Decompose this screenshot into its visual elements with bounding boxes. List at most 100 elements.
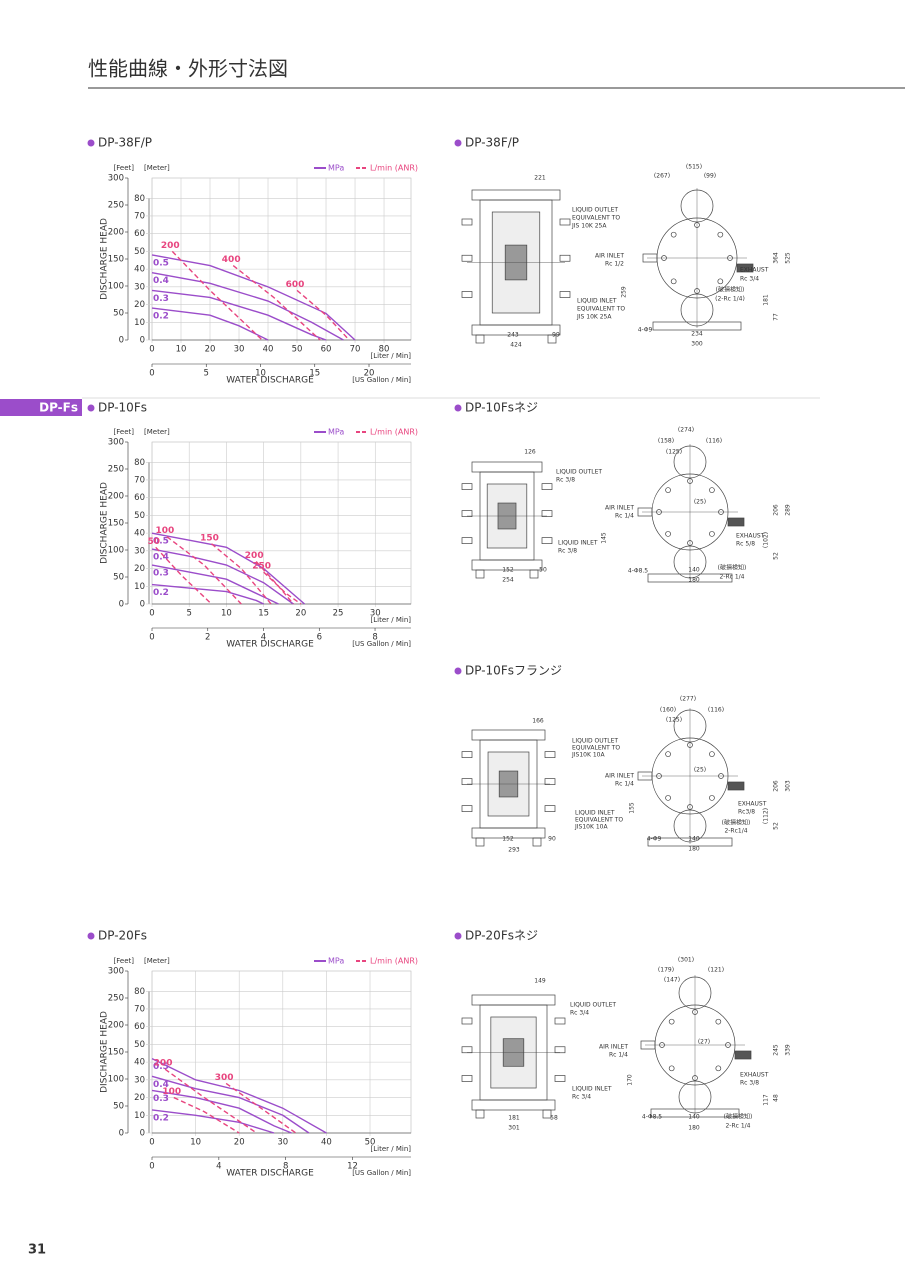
drawing-part (727, 781, 745, 791)
drawing-part (670, 278, 677, 285)
dimension-label: Rc 3/4 (570, 1010, 589, 1017)
dimension-label: Rc 3/4 (740, 276, 759, 283)
x-tick-label: 80 (379, 345, 390, 355)
plot-frame (151, 177, 412, 341)
dimension-label: (破損検知) (722, 819, 751, 827)
dimension-label: AIR INLET (605, 773, 634, 780)
curve (171, 250, 263, 341)
curve (151, 307, 269, 341)
dimension-label: 245 (773, 1044, 780, 1056)
dimension-label: LIQUID OUTLET (572, 738, 618, 745)
dimension-label: 77 (773, 313, 780, 321)
drawing-part (554, 1046, 566, 1054)
y-tick-label: 50 (113, 573, 124, 583)
curve-label: 100 (162, 1087, 181, 1097)
y-tick-label: 200 (108, 1021, 124, 1031)
curve-label: 0.2 (153, 312, 169, 322)
dimension-label: (121) (708, 967, 724, 974)
y-tick-label: 300 (108, 174, 124, 184)
y-tick-label: 50 (113, 309, 124, 319)
legend-label: L/min (ANR) (370, 428, 418, 437)
x2-unit: [US Gallon / Min] (352, 1169, 411, 1177)
dimension-label: AIR INLET (599, 1044, 628, 1051)
dimension-label: Rc 3/8 (558, 548, 577, 555)
curve (151, 1089, 292, 1134)
dimension-label: 149 (534, 978, 546, 985)
x-tick-label: 30 (234, 345, 245, 355)
curve (166, 536, 242, 605)
plot-frame (151, 970, 412, 1134)
drawing-part (668, 1065, 675, 1072)
y-axis-label: DISCHARGE HEAD (100, 1011, 110, 1093)
drawing-part (736, 263, 754, 273)
curve (151, 254, 356, 341)
dimension-label: 289 (785, 504, 792, 516)
drawing-part (461, 483, 473, 490)
dimension-label: 140 (688, 567, 700, 574)
drawing-part (665, 487, 671, 493)
dimension-label: (125) (666, 449, 682, 456)
drawing-part (715, 1018, 722, 1025)
y2-tick-label: 50 (134, 1040, 145, 1050)
y2-tick-label: 0 (140, 1129, 145, 1139)
y2-unit: [Meter] (144, 428, 170, 436)
drawing-part (471, 461, 543, 473)
drawing-part (461, 805, 473, 812)
x2-tick-label: 12 (347, 1162, 358, 1172)
section-title: DP-10Fsフランジ (465, 664, 562, 678)
y-tick-label: 250 (108, 465, 124, 475)
x-tick-label: 40 (321, 1138, 332, 1148)
x2-tick-label: 0 (149, 633, 154, 643)
dimension-label: Rc 3/8 (740, 1080, 759, 1087)
y-unit: [Feet] (114, 164, 135, 172)
x-tick-label: 50 (365, 1138, 376, 1148)
drawing-part (475, 334, 485, 344)
y2-tick-label: 0 (140, 600, 145, 610)
dimension-label: 180 (688, 846, 700, 853)
dimension-label: (破損検知) (718, 564, 747, 572)
dimension-label: 180 (688, 577, 700, 584)
dimension-label: 166 (532, 718, 544, 725)
curve-label: 0.2 (153, 588, 169, 598)
y2-tick-label: 10 (134, 1111, 145, 1121)
drawing-part (542, 1109, 552, 1119)
y-tick-label: 0 (119, 1129, 124, 1139)
x2-tick-label: 6 (317, 633, 322, 643)
dimension-label: EXHAUST (740, 1072, 769, 1079)
y-tick-label: 150 (108, 519, 124, 529)
dimension-label: (116) (708, 707, 724, 714)
dimension-label: 301 (508, 1125, 520, 1132)
curve-label: 0.4 (153, 276, 169, 286)
curve-label: 400 (222, 255, 241, 265)
y2-tick-label: 40 (134, 265, 145, 275)
drawing-part (461, 778, 473, 785)
dimension-label: EQUIVALENT TO (577, 306, 625, 313)
x-tick-label: 40 (263, 345, 274, 355)
dimension-label: Rc 1/2 (605, 261, 624, 268)
y2-tick-label: 80 (134, 194, 145, 204)
drawing-part (668, 1018, 675, 1025)
page-title: 性能曲線・外形寸法図 (88, 57, 288, 81)
x2-tick-label: 20 (364, 369, 375, 379)
dimension-label: 300 (691, 341, 703, 348)
dimension-label: 339 (785, 1044, 792, 1056)
section-title: DP-38F/P (98, 136, 152, 150)
dimension-label: 140 (688, 1114, 700, 1121)
dimension-label: 155 (629, 802, 636, 814)
plot-frame (151, 441, 412, 605)
y2-tick-label: 30 (134, 282, 145, 292)
section-title: DP-38F/P (465, 136, 519, 150)
curve-label: 0.4 (153, 553, 169, 563)
drawing-part (461, 510, 473, 517)
dimension-label: LIQUID OUTLET (572, 207, 618, 214)
dimension-label: LIQUID INLET (577, 298, 617, 305)
drawing-part (471, 994, 556, 1006)
legend-label: MPa (328, 164, 344, 173)
curve-label: 0.5 (153, 1062, 169, 1072)
dimension-label: LIQUID INLET (575, 810, 615, 817)
drawing-part (541, 510, 553, 517)
x2-tick-label: 0 (149, 369, 154, 379)
drawing-part (559, 218, 571, 226)
dimension-label: (112) (763, 808, 770, 824)
dimension-label: 181 (508, 1115, 520, 1122)
